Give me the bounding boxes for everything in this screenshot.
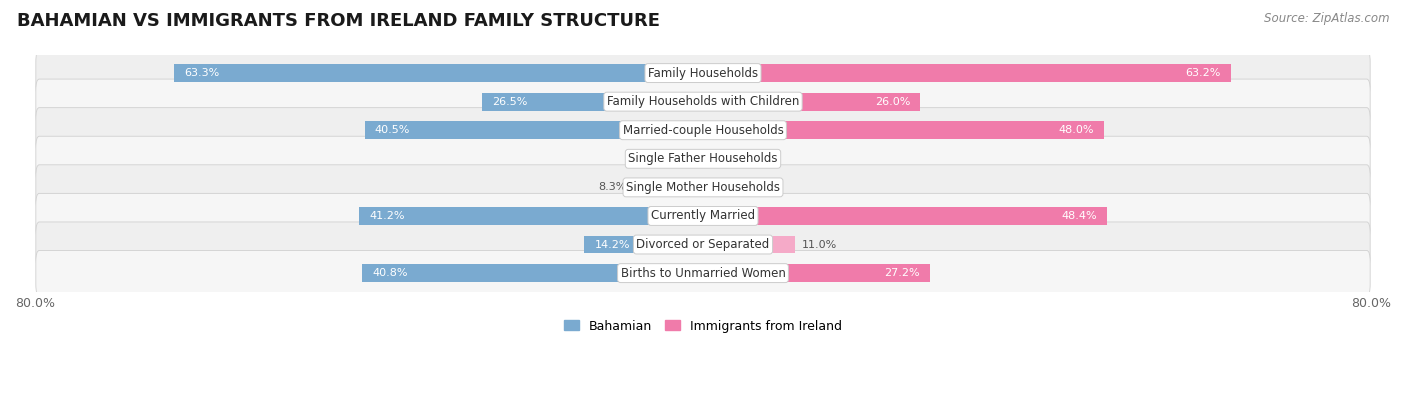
Text: Single Father Households: Single Father Households xyxy=(628,152,778,165)
Bar xyxy=(634,179,703,196)
Text: Family Households: Family Households xyxy=(648,67,758,79)
Bar xyxy=(703,179,745,196)
Text: 63.3%: 63.3% xyxy=(184,68,219,78)
Text: 2.5%: 2.5% xyxy=(647,154,675,164)
FancyBboxPatch shape xyxy=(35,136,1371,181)
Text: Divorced or Separated: Divorced or Separated xyxy=(637,238,769,251)
Legend: Bahamian, Immigrants from Ireland: Bahamian, Immigrants from Ireland xyxy=(560,315,846,338)
Text: BAHAMIAN VS IMMIGRANTS FROM IRELAND FAMILY STRUCTURE: BAHAMIAN VS IMMIGRANTS FROM IRELAND FAMI… xyxy=(17,12,659,30)
Bar xyxy=(174,64,703,82)
Bar xyxy=(703,264,931,282)
FancyBboxPatch shape xyxy=(35,51,1371,96)
Bar xyxy=(682,150,703,167)
Bar xyxy=(359,207,703,225)
FancyBboxPatch shape xyxy=(35,250,1371,296)
Text: 40.8%: 40.8% xyxy=(373,268,408,278)
Text: 41.2%: 41.2% xyxy=(368,211,405,221)
Bar xyxy=(703,64,1230,82)
Text: Births to Unmarried Women: Births to Unmarried Women xyxy=(620,267,786,280)
Bar xyxy=(703,207,1107,225)
Text: Currently Married: Currently Married xyxy=(651,209,755,222)
FancyBboxPatch shape xyxy=(35,79,1371,124)
Text: 8.3%: 8.3% xyxy=(599,182,627,192)
Bar xyxy=(363,264,703,282)
Bar xyxy=(703,93,920,111)
Text: Married-couple Households: Married-couple Households xyxy=(623,124,783,137)
Text: 14.2%: 14.2% xyxy=(595,239,630,250)
FancyBboxPatch shape xyxy=(35,165,1371,210)
Text: 26.0%: 26.0% xyxy=(875,97,910,107)
FancyBboxPatch shape xyxy=(35,194,1371,239)
Text: 5.0%: 5.0% xyxy=(751,182,780,192)
Bar xyxy=(703,236,794,254)
Bar xyxy=(703,121,1104,139)
Text: 26.5%: 26.5% xyxy=(492,97,527,107)
Text: 1.8%: 1.8% xyxy=(724,154,754,164)
Bar xyxy=(703,150,718,167)
Text: 63.2%: 63.2% xyxy=(1185,68,1220,78)
Text: 11.0%: 11.0% xyxy=(801,239,837,250)
Text: 48.0%: 48.0% xyxy=(1059,125,1094,135)
Text: 48.4%: 48.4% xyxy=(1062,211,1097,221)
Bar xyxy=(482,93,703,111)
FancyBboxPatch shape xyxy=(35,108,1371,153)
Bar xyxy=(585,236,703,254)
Bar xyxy=(364,121,703,139)
Text: 27.2%: 27.2% xyxy=(884,268,920,278)
Text: 40.5%: 40.5% xyxy=(375,125,411,135)
Text: Source: ZipAtlas.com: Source: ZipAtlas.com xyxy=(1264,12,1389,25)
Text: Family Households with Children: Family Households with Children xyxy=(607,95,799,108)
FancyBboxPatch shape xyxy=(35,222,1371,267)
Text: Single Mother Households: Single Mother Households xyxy=(626,181,780,194)
